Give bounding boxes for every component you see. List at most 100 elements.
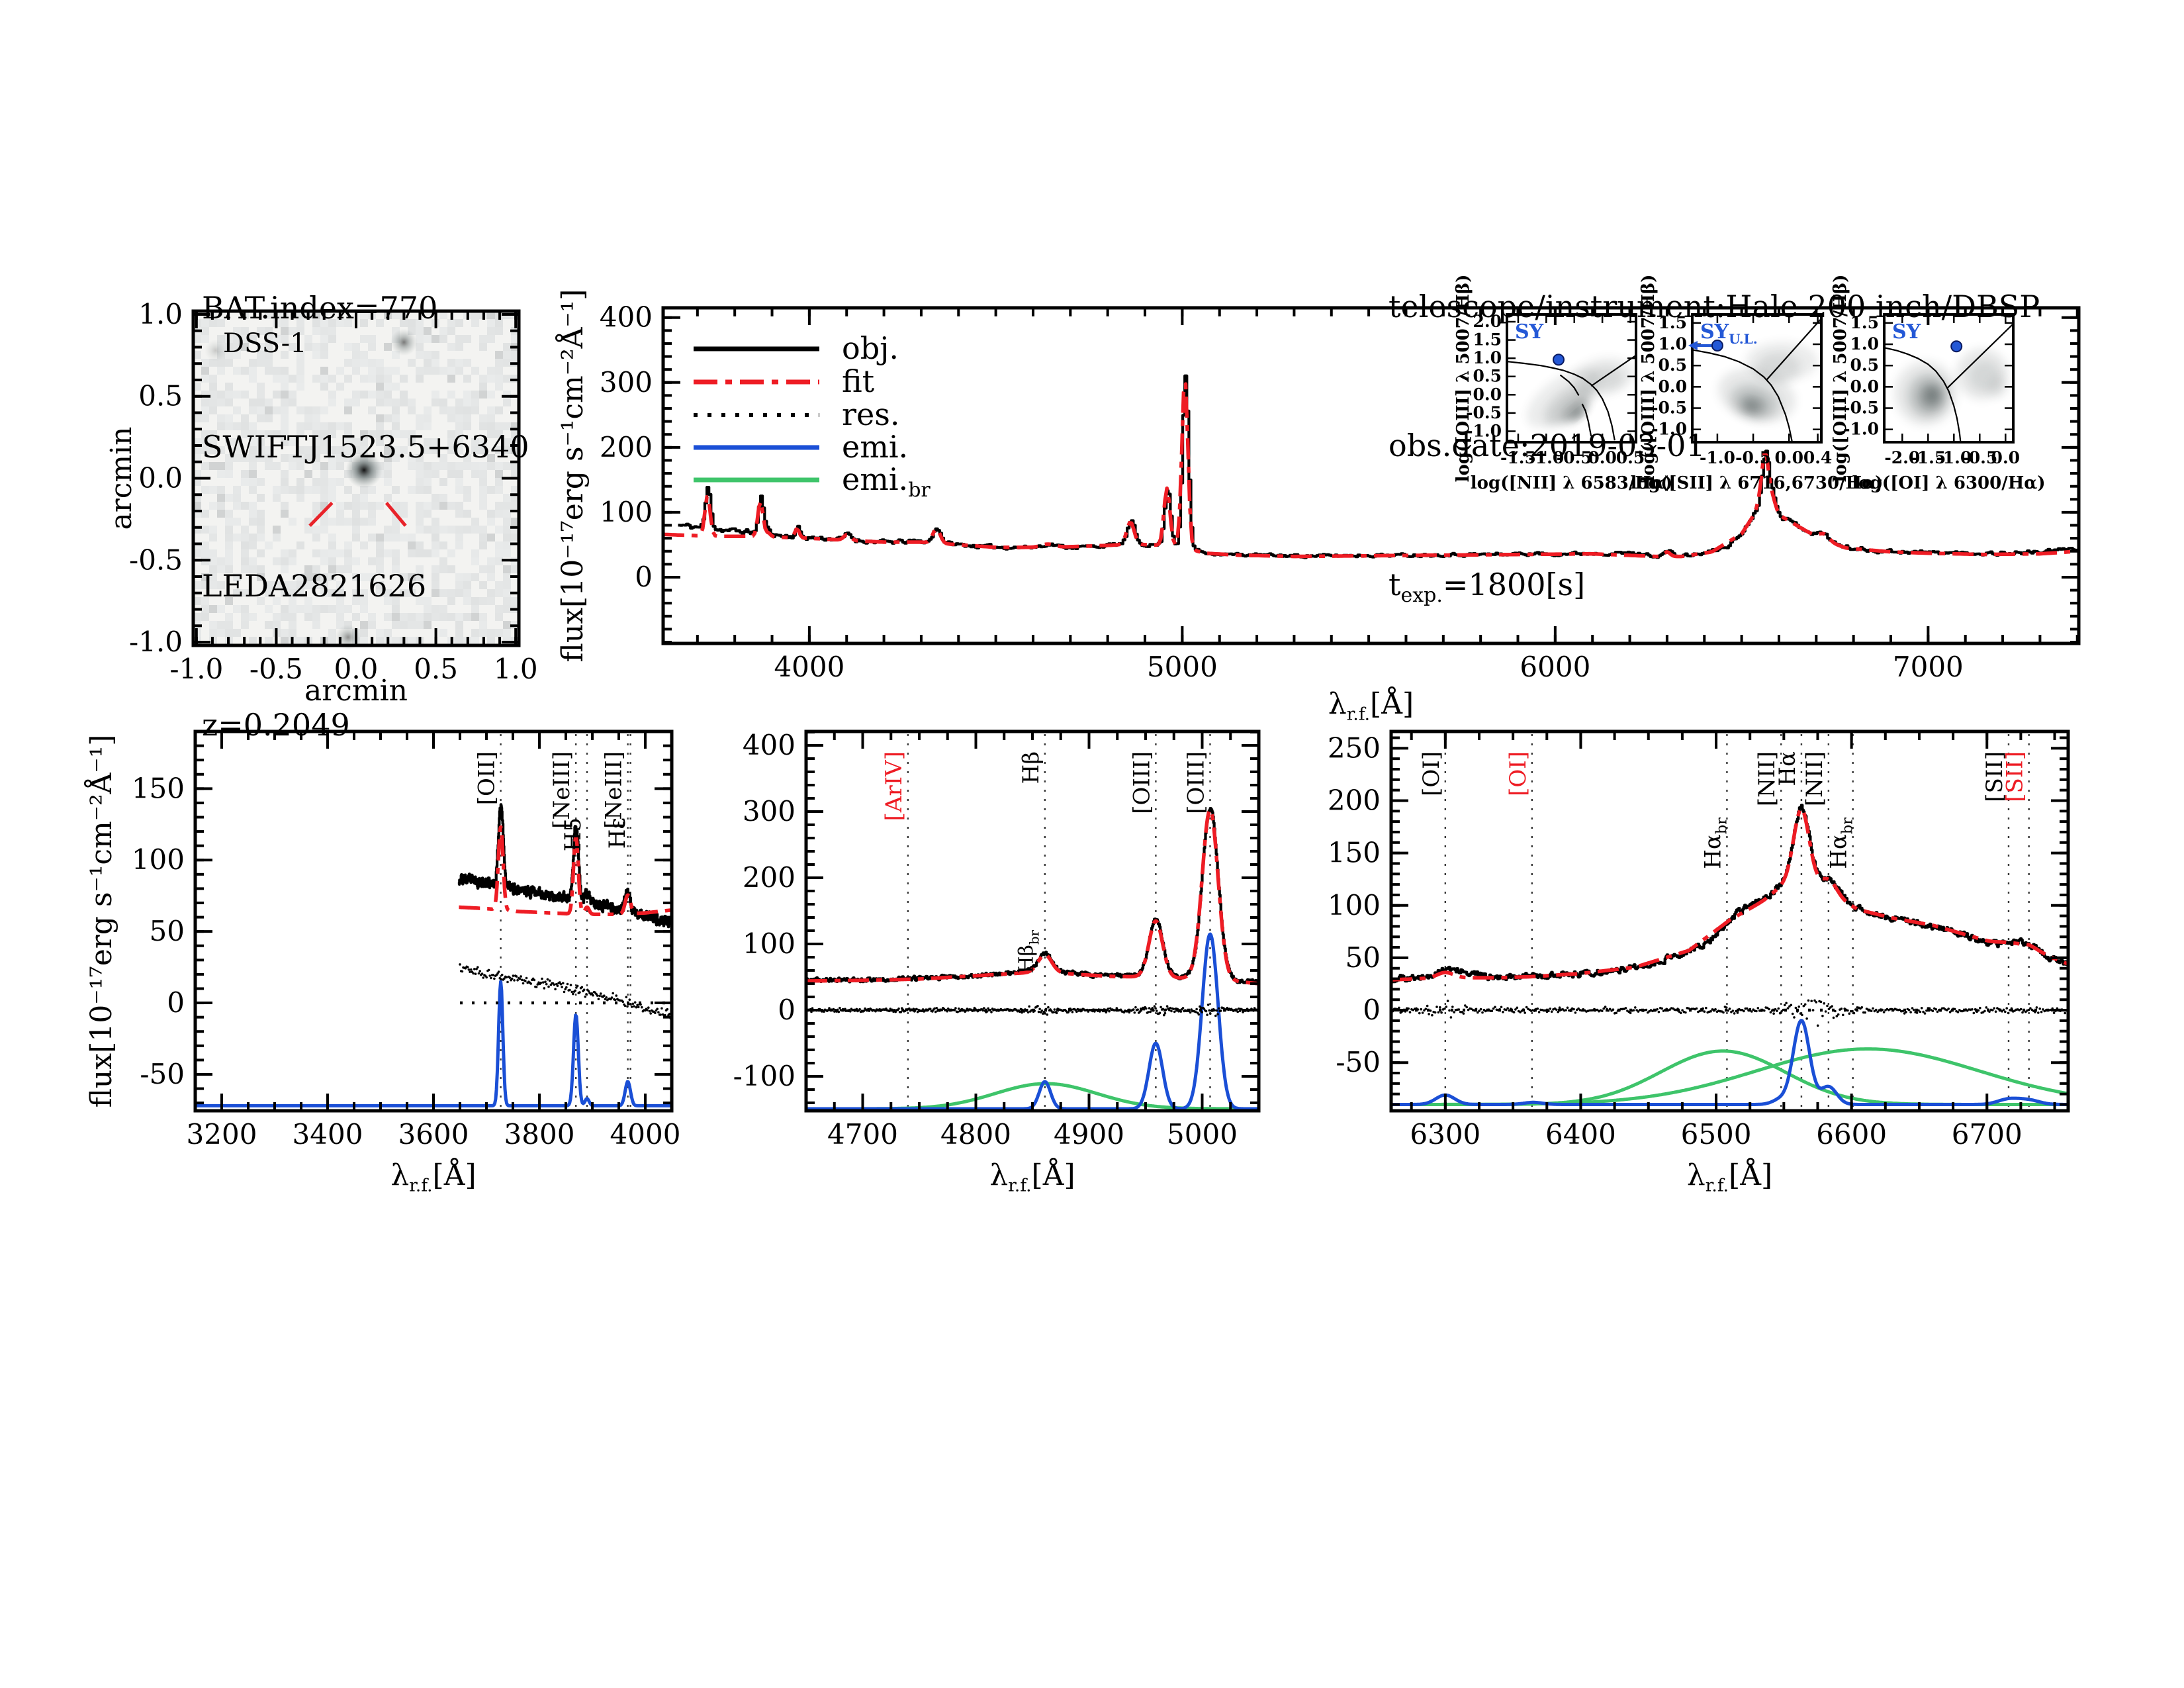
dss-source-blob <box>335 624 361 650</box>
y-tick-label: 100 <box>132 843 185 876</box>
residual-series <box>459 963 673 1020</box>
inset-y-tick: -0.5 <box>1466 403 1502 422</box>
y-tick-label: -0.5 <box>129 543 183 576</box>
emission-line-label: Hβbr <box>1015 929 1042 973</box>
x-tick-label: 4700 <box>827 1118 898 1150</box>
inset-y-axis-title: log([OIII] λ 5007/Hβ) <box>1831 275 1850 483</box>
target-info-block: BAT.index=770 SWIFTJ1523.5+6340 LEDA2821… <box>202 192 529 841</box>
x-tick-label: -0.5 <box>250 653 303 685</box>
y-tick-label: 100 <box>743 927 796 960</box>
inset-x-tick: -1.0 <box>1528 448 1564 467</box>
x-tick-label: 4000 <box>610 1118 681 1150</box>
x-tick-label: 3800 <box>504 1118 575 1150</box>
y-tick-label: 100 <box>1328 889 1381 921</box>
x-tick-label: 6600 <box>1816 1118 1887 1150</box>
x-axis-title: λr.f.[Å] <box>1328 686 1414 725</box>
bpt_oi-frame <box>1883 313 2015 444</box>
inset-y-tick: -1.0 <box>1466 421 1502 440</box>
zoom_hbeta-panel: 4700 4800 4900 5000 -100 0 100 200 300 400 [ArIV] H… <box>733 729 1261 1196</box>
emission-line-label: [OI] <box>1505 751 1531 796</box>
exposure-time: texp.=1800[s] <box>1388 567 1586 608</box>
classification-curve <box>1947 323 2013 389</box>
bat-index: BAT.index=770 <box>202 290 438 326</box>
narrow-emission-series <box>1390 1019 2069 1106</box>
x-tick-label: 3200 <box>187 1118 257 1150</box>
inset-y-tick: -1.0 <box>1651 420 1687 439</box>
main_spectrum-frame <box>661 306 2081 645</box>
narrow-emission-series <box>194 980 673 1107</box>
x-tick-label: 0.0 <box>334 653 379 685</box>
y-tick-label: 0 <box>167 986 185 1019</box>
x-tick-label: 5000 <box>1167 1118 1238 1150</box>
inset-y-tick: 1.5 <box>1473 330 1502 350</box>
bpt_sii-frame <box>1691 313 1823 444</box>
legend-label: emi. <box>842 429 908 465</box>
x-tick-label: 3400 <box>293 1118 363 1150</box>
classification-curve <box>1507 361 1615 441</box>
zoom_halpha-frame <box>1389 729 2070 1113</box>
emission-line-label: Hβ <box>1018 751 1044 784</box>
emission-line-label: [OIII] <box>1183 751 1209 814</box>
y-tick-label: -50 <box>1336 1046 1381 1078</box>
fit-series <box>662 382 2079 559</box>
emission-line-label: Hε <box>604 818 631 849</box>
bpt_sii-inset: -1.0 -0.5 0.0 0.4-1.0-0.50.00.51.01.5log([S… <box>1631 275 1884 493</box>
inset-x-tick: -1.0 <box>1700 448 1735 467</box>
inset-x-tick: -0.5 <box>1735 448 1771 467</box>
y-tick-label: 0 <box>1363 994 1381 1026</box>
y-tick-label: 0.0 <box>138 462 183 494</box>
inset-x-axis-title: log([SII] λ 6716,6730/Hα) <box>1631 473 1884 493</box>
classification-curve <box>1692 349 1793 442</box>
dss-image-panel: -1.0 -0.5 0.0 0.5 1.0 -1.0 -0.5 0.0 0.5 1.0 DSS-1 a… <box>105 298 538 708</box>
inset-y-tick: 1.5 <box>1659 313 1688 332</box>
main_spectrum-panel: 4000 5000 6000 7000 0 100 200 300 400 λr.f.[Å] obj… <box>600 301 2081 725</box>
bpt_oi-inset: -2.0-1.5-1.0-0.50.0-1.0-0.50.00.51.01.5l… <box>1831 275 2046 493</box>
emission-line-label: Hαbr <box>1826 818 1856 869</box>
emission-line-label: [OI] <box>1418 751 1445 796</box>
density-contour <box>1586 366 1624 391</box>
x-axis-title: λr.f.[Å] <box>989 1157 1075 1196</box>
inset-y-tick: 1.0 <box>1473 348 1502 367</box>
legend-label: emi.br <box>842 461 931 502</box>
y-tick-label: 300 <box>600 366 653 399</box>
density-contour <box>1925 387 1939 403</box>
inset-y-axis-title: log([OIII] λ 5007/Hβ) <box>1453 275 1473 483</box>
x-tick-label: 6700 <box>1952 1118 2023 1150</box>
classification-curve <box>1590 354 1636 387</box>
fit-series <box>1390 806 2070 982</box>
inset-y-tick: -0.5 <box>1843 399 1879 418</box>
zoom_blue-panel: 3200 3400 3600 3800 4000 -50 0 50 100 150 [OII] [Ne… <box>132 729 681 1196</box>
x-tick-label: 6500 <box>1681 1118 1752 1150</box>
inset-y-tick: -0.5 <box>1651 399 1687 418</box>
dss-x-axis-title: arcmin <box>304 674 408 708</box>
inset-y-axis-title: log([OIII] λ 5007/Hβ) <box>1639 275 1659 483</box>
emission-line-label: Hαbr <box>1700 818 1730 869</box>
y-tick-label: -1.0 <box>129 626 183 658</box>
bpt-class-label: SY <box>1892 320 1921 344</box>
inset-x-tick: 0.0 <box>1588 448 1617 467</box>
obs-date: obs.date:2019-03-01 <box>1388 428 1706 463</box>
classification-curve <box>1559 374 1580 396</box>
emission-line-label: Hα <box>1774 751 1801 786</box>
y-tick-label: 400 <box>743 729 796 761</box>
density-contour <box>1745 400 1759 412</box>
inset-y-tick: -1.0 <box>1843 420 1879 439</box>
zoom_halpha-panel: 6300 6400 6500 6600 6700 -50 0 50 100 150 200 250 [O… <box>1328 729 2070 1196</box>
y-tick-label: 400 <box>600 301 653 334</box>
series <box>457 803 674 929</box>
swift-name: SWIFTJ1523.5+6340 <box>202 429 529 465</box>
emission-line-label: [OII] <box>474 751 500 805</box>
bpt-class-label: SY <box>1515 320 1544 344</box>
fit-series <box>457 825 674 916</box>
y-tick-label: 0 <box>635 561 653 593</box>
classification-curve <box>1581 403 1592 437</box>
inset-y-tick: 0.0 <box>1850 377 1880 396</box>
axis-titles: flux[10⁻¹⁷erg s⁻¹cm⁻²Å⁻¹] flux[10⁻¹⁷erg s… <box>83 289 590 1108</box>
zoom-y-axis-title: flux[10⁻¹⁷erg s⁻¹cm⁻²Å⁻¹] <box>83 735 118 1108</box>
legend-label: res. <box>842 397 899 432</box>
agn-data-point <box>1553 353 1565 366</box>
x-tick-label: 1.0 <box>494 653 538 685</box>
y-tick-label: 1.0 <box>138 298 183 330</box>
bpt-class-label: SYU.L. <box>1700 320 1758 347</box>
